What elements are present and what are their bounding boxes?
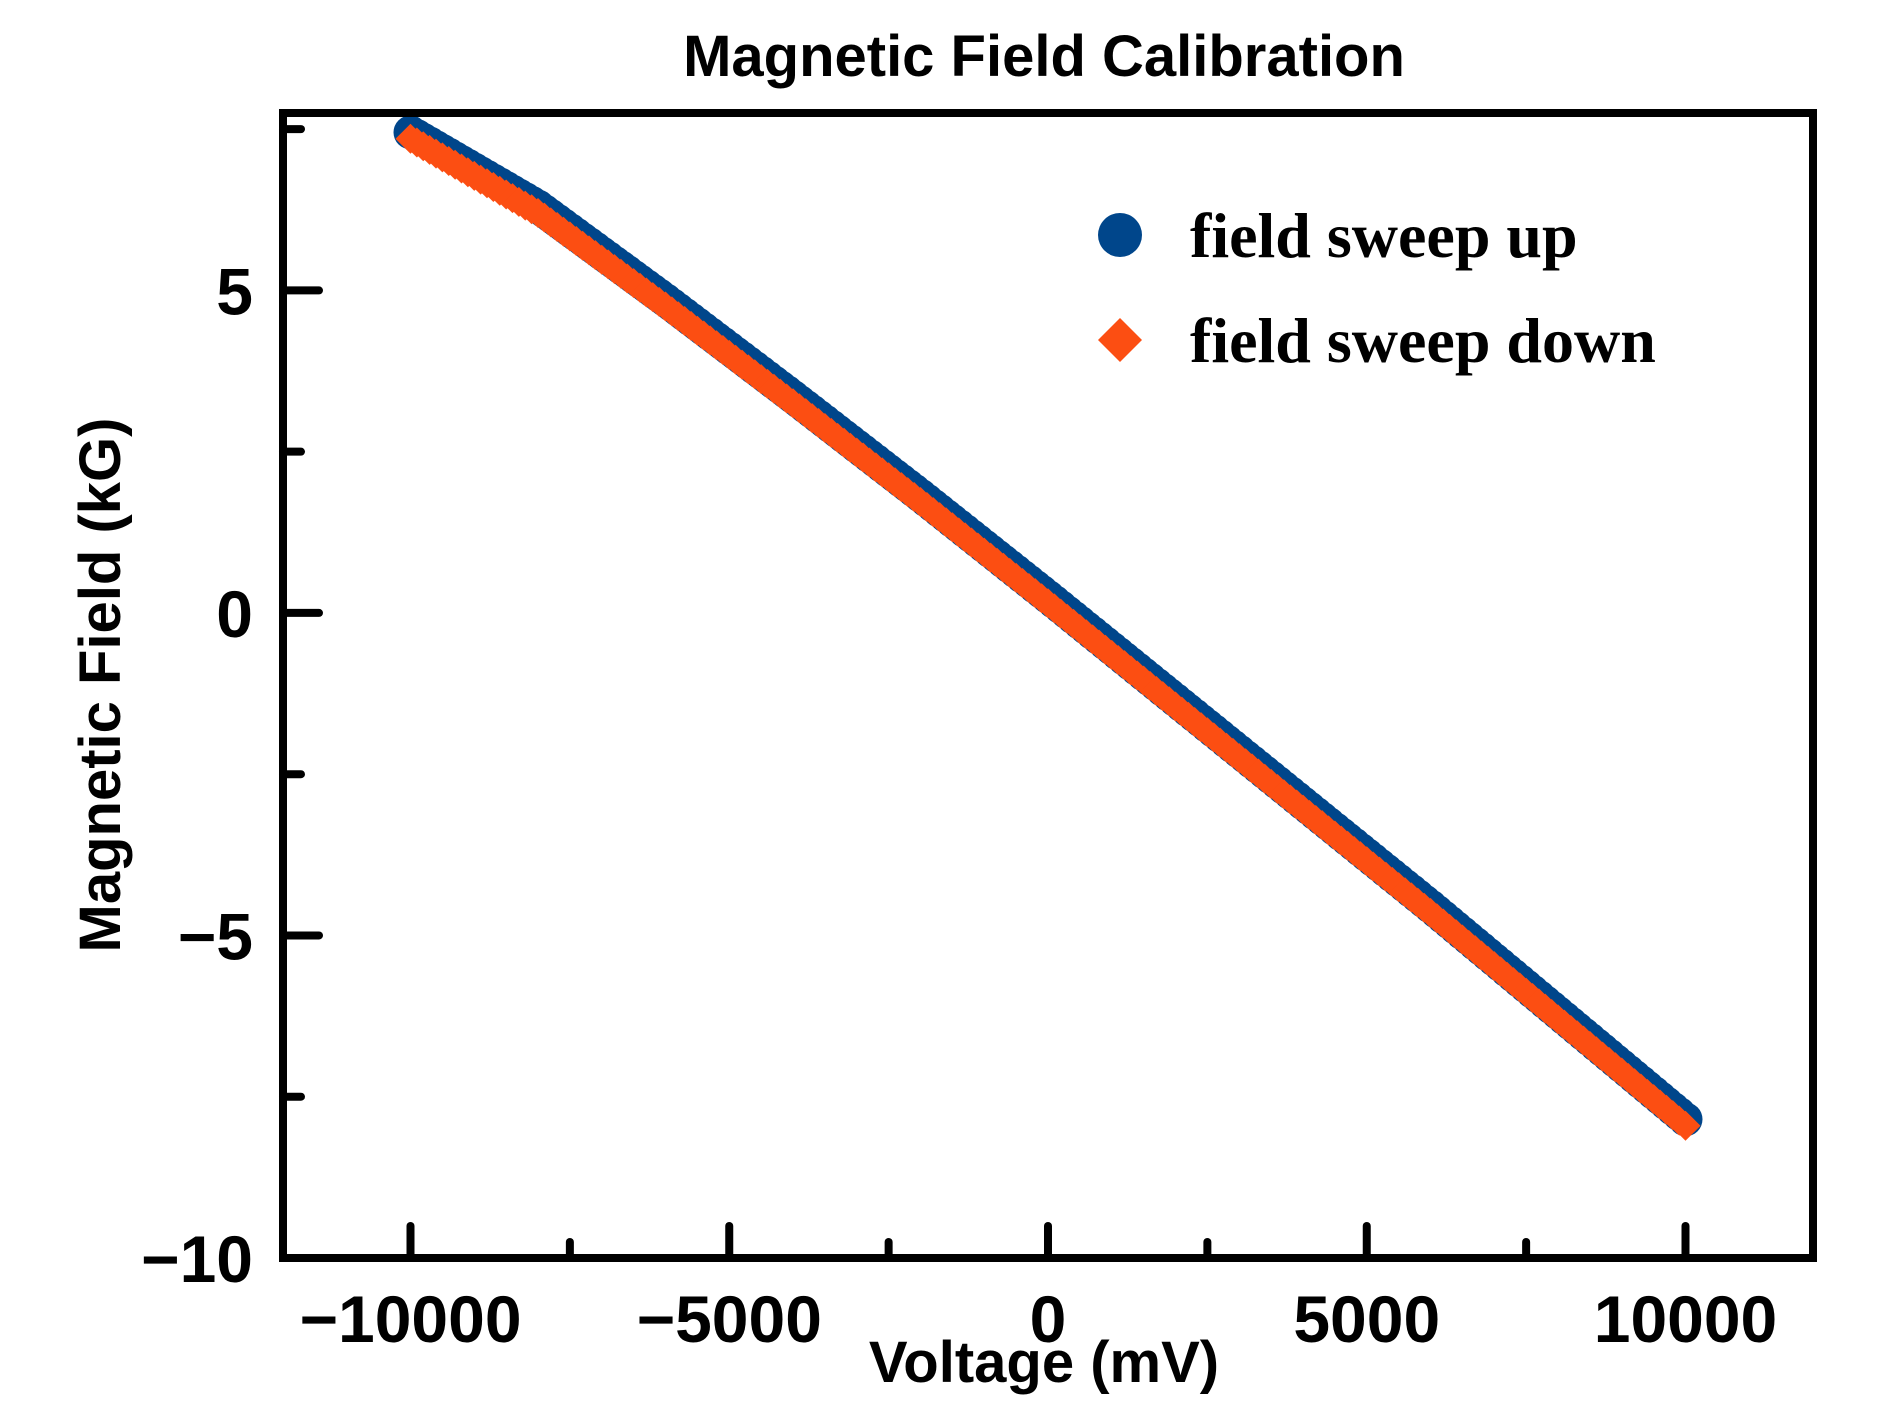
- y-tick-label: 5: [216, 254, 253, 328]
- legend-marker-sweep-up: [1098, 213, 1142, 257]
- legend: field sweep up field sweep down: [1098, 200, 1656, 376]
- plot-frame: [279, 109, 1817, 1262]
- x-tick-label: 5000: [1293, 1282, 1440, 1356]
- y-axis-label: Magnetic Field (kG): [68, 418, 133, 953]
- x-tick-label: −10000: [299, 1282, 521, 1356]
- legend-label-sweep-up: field sweep up: [1190, 200, 1578, 271]
- x-tick-label: −5000: [637, 1282, 822, 1356]
- series-layer: [393, 115, 1703, 1141]
- legend-marker-sweep-down: [1098, 318, 1142, 362]
- x-tick-label: 10000: [1594, 1282, 1778, 1356]
- legend-label-sweep-down: field sweep down: [1190, 305, 1656, 376]
- x-tick-label: 0: [1030, 1282, 1067, 1356]
- x-axis-label: Voltage (mV): [869, 1330, 1219, 1395]
- series-sweep-down: [395, 123, 1701, 1141]
- y-tick-label: 0: [216, 577, 253, 651]
- chart-title: Magnetic Field Calibration: [683, 24, 1405, 89]
- data-point: [1670, 1110, 1701, 1141]
- y-tick-label: −5: [178, 899, 253, 973]
- y-tick-label: −10: [141, 1222, 253, 1296]
- ticks-layer: −10000 −5000 0 5000 10000 −10 −5 0 5: [141, 125, 1778, 1356]
